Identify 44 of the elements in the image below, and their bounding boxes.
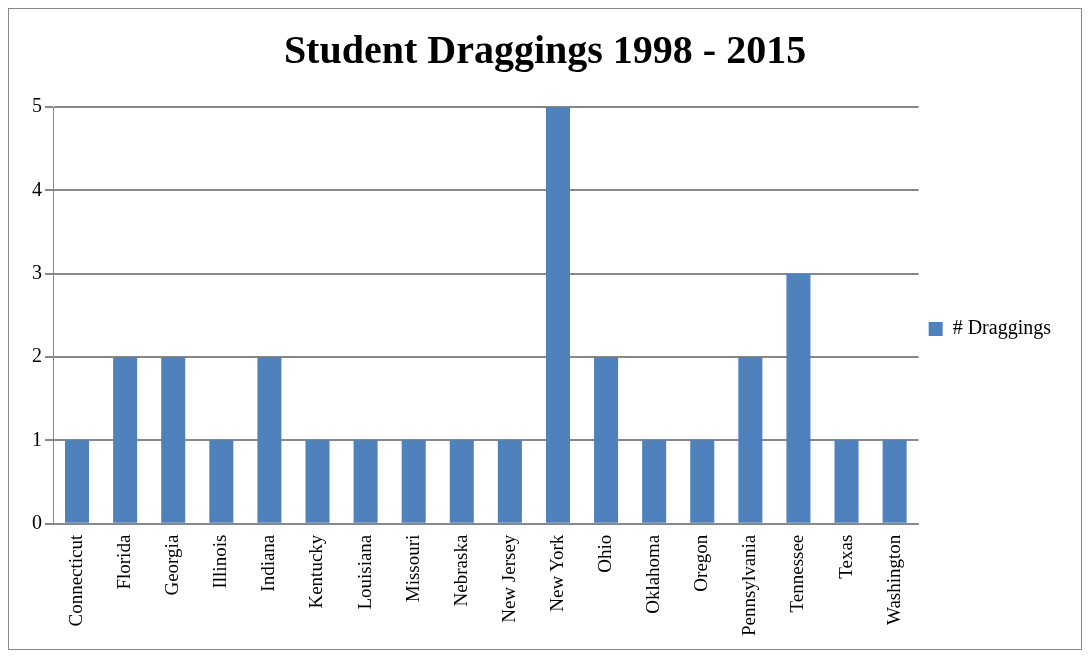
x-tick-label: Connecticut xyxy=(65,533,87,627)
x-tick-label: Texas xyxy=(834,534,856,579)
x-tick-label: Kentucky xyxy=(305,534,327,609)
x-tick-label: Illinois xyxy=(209,534,231,589)
bar xyxy=(882,440,907,523)
x-tick-label: Ohio xyxy=(594,534,616,573)
bar xyxy=(545,107,570,523)
bar xyxy=(642,440,667,523)
bar xyxy=(65,440,90,523)
x-tick-label: New York xyxy=(545,534,567,612)
y-tick-label: 5 xyxy=(32,94,42,117)
x-tick-label: Louisiana xyxy=(353,534,375,610)
bar xyxy=(449,440,474,523)
y-tick-label: 0 xyxy=(32,510,42,533)
bar xyxy=(594,357,619,523)
legend-label: # Draggings xyxy=(952,316,1052,340)
y-tick-label: 4 xyxy=(32,177,42,200)
y-tick-label: 3 xyxy=(32,260,42,283)
bar xyxy=(834,440,859,523)
x-tick-label: Florida xyxy=(113,534,135,590)
bar xyxy=(401,440,426,523)
bar xyxy=(257,357,282,523)
x-tick-label: New Jersey xyxy=(497,534,519,623)
bar xyxy=(786,273,811,523)
y-tick-label: 2 xyxy=(32,344,42,367)
x-tick-label: Oregon xyxy=(690,534,712,592)
y-tick-label: 1 xyxy=(32,427,42,450)
bar xyxy=(161,357,186,523)
bar xyxy=(305,440,330,523)
bar xyxy=(738,357,763,523)
bar xyxy=(353,440,378,523)
x-tick-label: Pennsylvania xyxy=(738,534,760,637)
bar xyxy=(209,440,234,523)
x-tick-label: Missouri xyxy=(401,534,423,603)
bar xyxy=(113,357,138,523)
bar xyxy=(690,440,715,523)
bar xyxy=(497,440,522,523)
x-tick-label: Tennessee xyxy=(786,534,808,613)
chart-title: Student Draggings 1998 - 2015 xyxy=(283,27,807,73)
x-tick-label: Oklahoma xyxy=(642,534,664,614)
x-tick-label: Washington xyxy=(882,534,904,625)
x-tick-label: Nebraska xyxy=(449,534,471,607)
x-tick-label: Indiana xyxy=(257,534,279,592)
x-tick-label: Georgia xyxy=(161,534,183,596)
